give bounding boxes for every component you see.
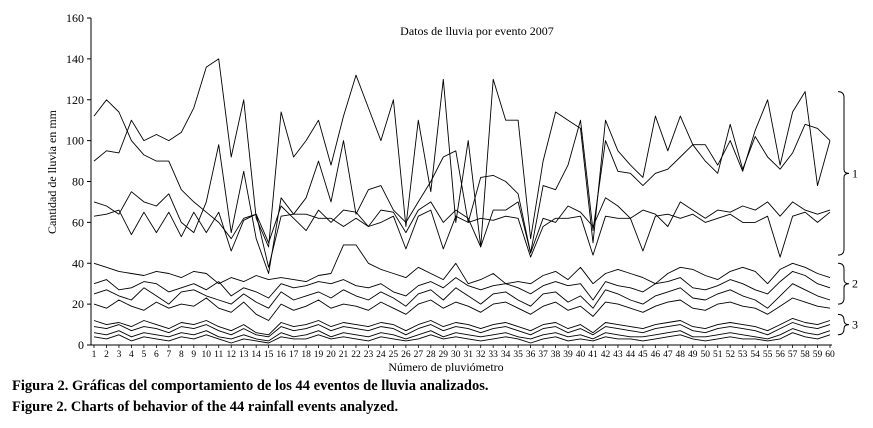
rainfall-line-chart: Datos de lluvia por evento 2007 0 20 40 60 8…	[45, 11, 858, 372]
x-tick-label: 7	[166, 350, 171, 360]
x-tick-label: 50	[701, 350, 711, 360]
x-tick-label: 52	[725, 350, 735, 360]
group-label-2: 2	[852, 277, 858, 291]
series-line-7	[93, 283, 831, 309]
x-tick-label: 1	[92, 350, 97, 360]
x-tick-label: 28	[426, 350, 436, 360]
x-tick-label: 60	[825, 350, 835, 360]
series-line-3	[93, 119, 831, 274]
x-tick-label: 43	[613, 350, 623, 360]
x-tick-label: 34	[501, 350, 511, 360]
x-tick-label: 15	[264, 350, 274, 360]
series-line-12	[93, 332, 831, 344]
group-label-1: 1	[852, 166, 858, 180]
x-tick-label: 4	[129, 350, 134, 360]
series-line-8	[93, 297, 831, 321]
x-tick-label: 10	[202, 350, 212, 360]
x-tick-label: 9	[191, 350, 196, 360]
series-line-9	[93, 317, 831, 336]
group-brace-3	[837, 313, 850, 336]
y-tick-label: 20	[72, 297, 84, 311]
x-tick-label: 57	[788, 350, 798, 360]
group-brace-1	[837, 91, 850, 256]
series-line-5	[93, 244, 831, 285]
x-tick-label: 24	[376, 350, 386, 360]
x-tick-label: 16	[276, 350, 286, 360]
x-tick-label: 51	[713, 350, 723, 360]
x-tick-label: 38	[551, 350, 561, 360]
x-tick-label: 40	[576, 350, 586, 360]
x-tick-label: 22	[351, 350, 361, 360]
group-braces: 1 2 3	[837, 91, 858, 336]
x-tick-label: 39	[563, 350, 573, 360]
x-tick-label: 41	[588, 350, 598, 360]
x-tick-label: 2	[104, 350, 109, 360]
x-tick-label: 45	[638, 350, 648, 360]
group-brace-2	[837, 262, 850, 305]
x-tick-label: 31	[463, 350, 473, 360]
y-tick-label: 100	[66, 134, 84, 148]
x-tick-label: 53	[738, 350, 748, 360]
y-tick-label: 140	[66, 52, 84, 66]
y-tick-label: 40	[72, 256, 84, 270]
x-tick-label: 55	[763, 350, 773, 360]
x-tick-label: 6	[154, 350, 159, 360]
series-line-4	[93, 209, 831, 268]
x-tick-label: 30	[451, 350, 461, 360]
x-tick-label: 58	[800, 350, 810, 360]
x-tick-label: 3	[117, 350, 122, 360]
x-tick-label: 44	[626, 350, 636, 360]
x-tick-label: 19	[314, 350, 324, 360]
x-tick-label: 18	[301, 350, 311, 360]
x-tick-label: 42	[601, 350, 611, 360]
x-tick-label: 33	[488, 350, 498, 360]
x-tick-label: 54	[750, 350, 760, 360]
y-tick-label: 60	[72, 215, 84, 229]
x-tick-label: 36	[526, 350, 536, 360]
figure-caption-spanish: Figura 2. Gráficas del comportamiento de…	[12, 378, 489, 394]
x-tick-label: 13	[239, 350, 249, 360]
chart-title: Datos de lluvia por evento 2007	[400, 24, 554, 38]
x-tick-label: 25	[389, 350, 399, 360]
x-tick-label: 17	[289, 350, 299, 360]
y-axis-label: Cantidad de lluvia en mm	[45, 109, 59, 234]
x-tick-label: 32	[476, 350, 486, 360]
y-tick-label: 0	[78, 338, 84, 352]
figure-caption-english: Figure 2. Charts of behavior of the 44 r…	[12, 399, 399, 415]
series-line-2	[93, 58, 831, 248]
x-axis-label: Número de pluviómetro	[388, 360, 503, 372]
y-tick-label: 120	[66, 93, 84, 107]
x-tick-label: 14	[251, 350, 261, 360]
y-tick-label: 80	[72, 175, 84, 189]
x-tick-label: 20	[326, 350, 336, 360]
y-tick-label: 160	[66, 11, 84, 25]
series-line-1	[93, 99, 831, 254]
series-line-10	[93, 322, 831, 338]
x-tick-label: 46	[651, 350, 661, 360]
group-label-3: 3	[852, 318, 858, 332]
x-tick-label: 37	[538, 350, 548, 360]
x-tick-label: 26	[401, 350, 411, 360]
x-tick-label: 35	[513, 350, 523, 360]
x-tick-label: 29	[439, 350, 449, 360]
x-tick-label: 56	[775, 350, 785, 360]
x-tick-label: 23	[364, 350, 374, 360]
x-tick-label: 12	[226, 350, 236, 360]
x-tick-label: 49	[688, 350, 698, 360]
series-line-6	[93, 270, 831, 301]
x-tick-label: 27	[414, 350, 424, 360]
series-line-11	[93, 328, 831, 342]
x-tick-label: 8	[179, 350, 184, 360]
series-lines	[93, 58, 831, 344]
x-tick-label: 21	[339, 350, 349, 360]
x-tick-label: 5	[142, 350, 147, 360]
x-tick-label: 47	[663, 350, 673, 360]
x-tick-label: 48	[676, 350, 686, 360]
x-tick-label: 11	[214, 350, 223, 360]
x-tick-label: 59	[813, 350, 823, 360]
